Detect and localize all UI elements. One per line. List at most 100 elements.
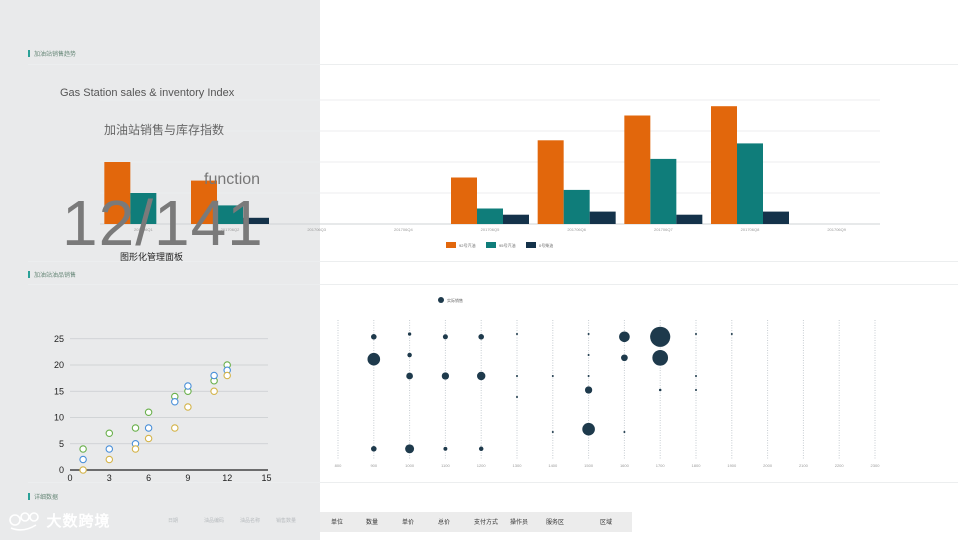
bar xyxy=(191,180,217,224)
bubble xyxy=(442,334,448,340)
table-header-faint: 销售数量 xyxy=(276,518,297,524)
bubble xyxy=(623,431,626,433)
table-header-cell[interactable]: 服务区 xyxy=(546,520,565,526)
bubble xyxy=(551,431,554,433)
bar xyxy=(650,158,677,224)
bar-x-tick: 201706Q3 xyxy=(307,227,326,232)
scatter-y-tick: 10 xyxy=(54,413,64,423)
bubble-x-tick: 2100 xyxy=(799,463,809,468)
bar xyxy=(711,106,737,224)
bubble xyxy=(478,334,484,340)
table-header-cell[interactable]: 数量 xyxy=(366,520,379,526)
bubble-x-tick: 1800 xyxy=(692,463,702,468)
scatter-point xyxy=(210,387,218,396)
bubble-x-tick: 2200 xyxy=(835,463,845,468)
bubble-x-tick: 1300 xyxy=(513,463,523,468)
bubble xyxy=(652,349,669,366)
scatter-point xyxy=(105,455,114,464)
bar xyxy=(763,211,789,224)
bubble xyxy=(695,375,697,377)
bubble xyxy=(516,396,518,398)
table-header-cell[interactable]: 单位 xyxy=(331,520,344,526)
overlay-title-en: Gas Station sales & inventory Index xyxy=(60,87,235,99)
bubble xyxy=(371,334,377,340)
legend-label: 0号柴油 xyxy=(539,242,553,248)
bubble xyxy=(371,446,377,452)
bar xyxy=(676,214,703,224)
table-header-cell[interactable]: 支付方式 xyxy=(474,520,499,526)
table-header-faint: 油品名称 xyxy=(240,518,261,524)
bar xyxy=(589,211,616,224)
bar-x-tick: 201706Q9 xyxy=(827,227,846,232)
table-header-faint: 日期 xyxy=(168,518,179,524)
scatter-y-tick: 0 xyxy=(59,465,64,475)
scatter-y-tick: 5 xyxy=(59,439,64,449)
scatter-point xyxy=(79,455,87,464)
bubble xyxy=(587,333,590,335)
bar-x-tick: 201706Q1 xyxy=(134,227,153,232)
bubble-x-tick: 1000 xyxy=(405,463,415,468)
table-header-cell[interactable]: 操作员 xyxy=(510,520,529,526)
middle-divider-a xyxy=(28,261,958,262)
scatter-x-tick: 3 xyxy=(107,473,112,483)
bar-x-tick: 201706Q4 xyxy=(394,227,413,232)
scatter-point xyxy=(131,424,140,432)
bar-x-tick: 201706Q6 xyxy=(567,227,586,232)
scatter-point xyxy=(144,434,153,443)
bar xyxy=(537,140,564,224)
scatter-chart: 0 5 10 15 20 25 0 3 6 9 12 15 xyxy=(54,334,272,483)
bubble-x-tick: 1900 xyxy=(727,463,737,468)
scatter-point xyxy=(171,398,179,406)
bubble xyxy=(584,386,593,394)
middle-divider-b xyxy=(28,284,958,285)
bubble xyxy=(695,333,697,335)
page-counter: 12/141 xyxy=(62,187,264,259)
bottom-section-label: 详细数据 xyxy=(28,492,58,501)
scatter-point xyxy=(144,424,153,432)
bottom-divider xyxy=(28,482,958,483)
table-header-cell[interactable]: 总价 xyxy=(438,520,451,526)
bubble xyxy=(730,333,733,335)
bubble-chart: 800 900 1000 1100 1200 1300 1400 1500 1600 1700 18… xyxy=(335,297,881,468)
table-header-cell[interactable]: 区域 xyxy=(600,520,613,526)
bar-x-tick: 201706Q7 xyxy=(654,227,673,232)
scatter-point xyxy=(131,445,140,453)
scatter-y-tick: 25 xyxy=(54,334,64,344)
bubble xyxy=(406,372,413,380)
legend-label: 95号汽油 xyxy=(499,242,515,248)
scatter-point xyxy=(144,408,153,417)
bar xyxy=(737,143,763,224)
bubble-x-tick: 2000 xyxy=(763,463,773,468)
bubble xyxy=(443,446,448,451)
bubble xyxy=(650,326,671,347)
legend-label: 92号汽油 xyxy=(459,242,475,248)
bubble xyxy=(621,354,628,362)
bar xyxy=(477,208,503,224)
top-divider xyxy=(28,64,958,65)
scatter-point xyxy=(79,466,87,474)
bubble-x-tick: 2300 xyxy=(871,463,881,468)
scatter-x-tick: 12 xyxy=(222,473,232,483)
bar-x-tick: 201706Q5 xyxy=(481,227,500,232)
bubble xyxy=(516,375,518,377)
bar xyxy=(130,193,157,224)
bubble-x-tick: 1200 xyxy=(477,463,487,468)
scatter-point xyxy=(210,371,218,380)
bubble xyxy=(551,375,554,377)
bubble xyxy=(405,444,415,454)
bubble xyxy=(478,446,484,452)
legend-swatch xyxy=(486,242,496,248)
bubble xyxy=(695,389,697,391)
table-header-faint: 油品编码 xyxy=(204,518,225,524)
middle-section-label: 加油站油品销售 xyxy=(28,270,76,279)
bubble-x-tick: 1600 xyxy=(620,463,630,468)
bar-x-tick: 201706Q8 xyxy=(741,227,760,232)
scatter-x-tick: 6 xyxy=(146,473,151,483)
scatter-point xyxy=(171,424,179,432)
bubble xyxy=(441,372,450,380)
bar xyxy=(624,115,651,224)
bubble xyxy=(407,352,412,358)
scatter-y-tick: 20 xyxy=(54,360,64,370)
function-label: function xyxy=(204,171,261,188)
table-header-cell[interactable]: 单价 xyxy=(402,520,415,526)
